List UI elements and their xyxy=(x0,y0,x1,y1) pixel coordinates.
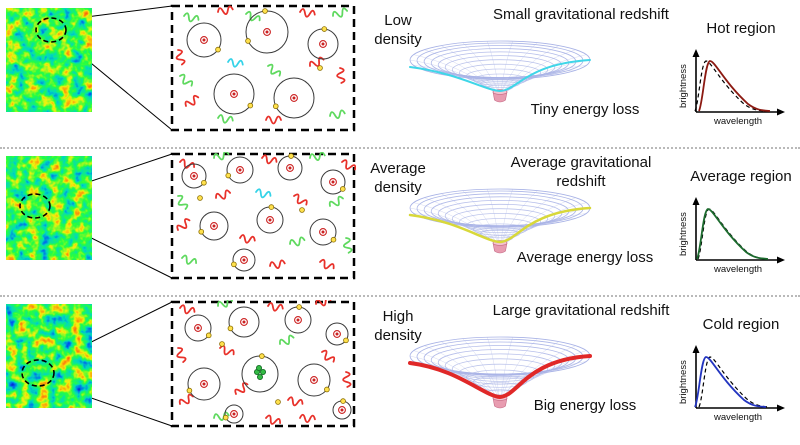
energy-loss-label: Big energy loss xyxy=(533,397,637,414)
density-label: Low density xyxy=(374,12,422,48)
diagram-row-low-density: Low density Small gravitational redshift… xyxy=(0,0,800,148)
svg-text:brightness: brightness xyxy=(678,64,689,108)
region-label: Hot region xyxy=(706,20,776,37)
spectrum-graph: brightness wavelength xyxy=(678,345,785,423)
diagram-row-average-density: Average density Average gravitational re… xyxy=(0,148,800,296)
row-divider xyxy=(0,295,800,297)
gravitational-potential-well xyxy=(409,40,591,103)
svg-text:wavelength: wavelength xyxy=(713,412,762,423)
redshift-label: Small gravitational redshift xyxy=(493,6,669,23)
row-divider xyxy=(0,147,800,149)
spectrum-graph: brightness wavelength xyxy=(678,49,785,127)
svg-text:brightness: brightness xyxy=(678,212,689,256)
region-label: Cold region xyxy=(702,316,780,333)
zoomed-region-box xyxy=(170,4,356,132)
cmb-map xyxy=(6,156,92,260)
redshift-label: Large gravitational redshift xyxy=(492,302,670,319)
svg-text:wavelength: wavelength xyxy=(713,116,762,127)
cmb-map xyxy=(6,304,92,408)
gravitational-potential-well xyxy=(408,336,592,409)
density-label: High density xyxy=(374,308,422,344)
energy-loss-label: Average energy loss xyxy=(516,249,654,266)
density-label: Average density xyxy=(370,160,426,196)
diagram-row-high-density: High density Large gravitational redshif… xyxy=(0,296,800,444)
region-label: Average region xyxy=(690,168,792,185)
svg-text:wavelength: wavelength xyxy=(713,264,762,275)
zoomed-region-box xyxy=(170,300,356,428)
gravitational-potential-well xyxy=(408,188,592,254)
zoomed-region-box xyxy=(170,152,356,280)
spectrum-graph: brightness wavelength xyxy=(678,197,785,275)
cmb-map xyxy=(6,8,92,112)
energy-loss-label: Tiny energy loss xyxy=(530,101,640,118)
svg-text:brightness: brightness xyxy=(678,360,689,404)
redshift-label: Average gravitational redshift xyxy=(510,154,652,190)
